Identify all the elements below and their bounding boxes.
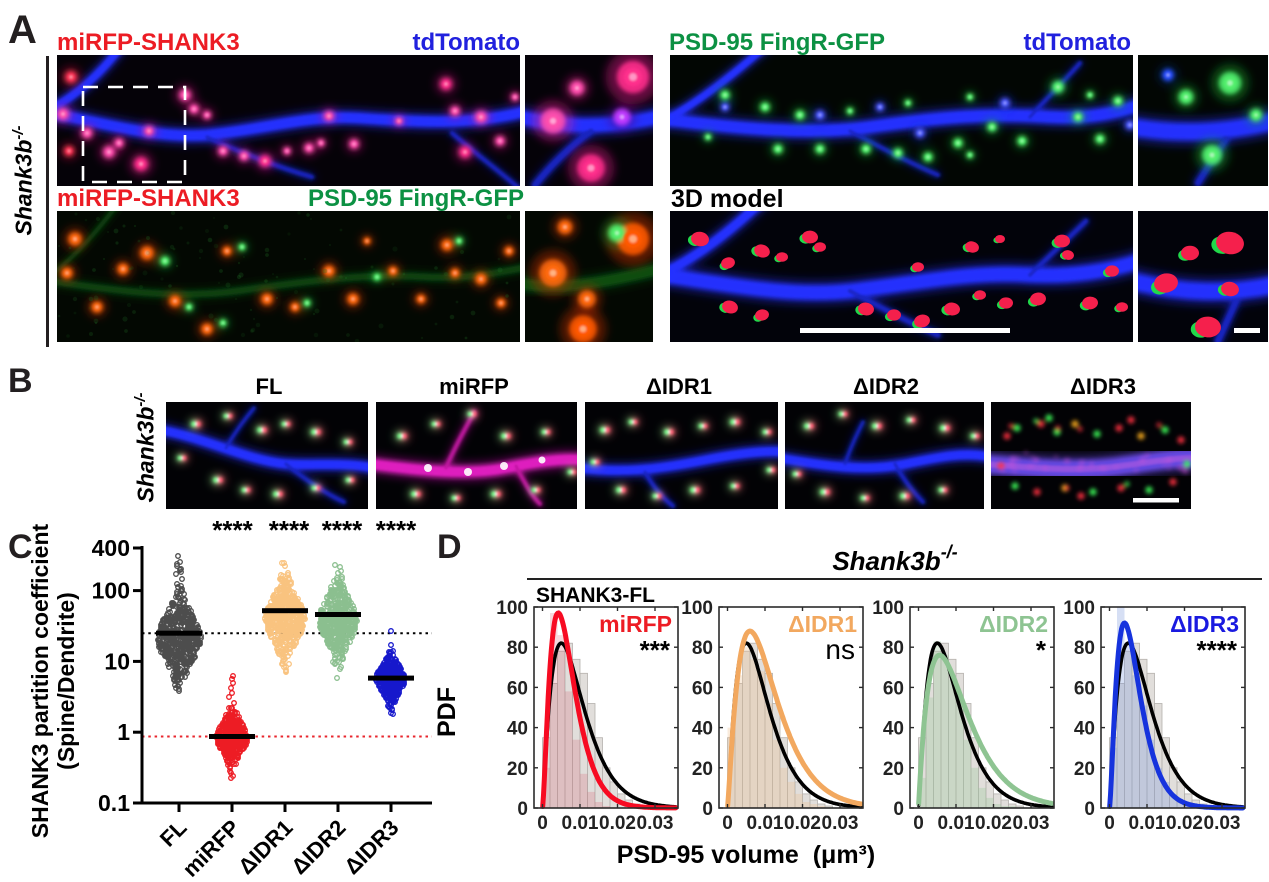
svg-text:10: 10 xyxy=(104,648,130,674)
svg-text:***: *** xyxy=(640,635,671,665)
svg-text:0: 0 xyxy=(702,799,713,820)
svg-text:0.01: 0.01 xyxy=(938,813,975,834)
svg-text:0.03: 0.03 xyxy=(822,813,859,834)
svg-text:0: 0 xyxy=(1084,799,1095,820)
svg-text:60: 60 xyxy=(692,678,713,699)
svg-text:80: 80 xyxy=(883,638,904,659)
svg-text:*: * xyxy=(1036,635,1047,665)
svg-text:ΔIDR3: ΔIDR3 xyxy=(339,815,403,879)
svg-text:20: 20 xyxy=(692,759,713,780)
svg-text:****: **** xyxy=(1197,635,1238,665)
svg-text:0: 0 xyxy=(517,799,528,820)
svg-text:(Spine/Dendrite): (Spine/Dendrite) xyxy=(53,592,79,770)
svg-text:ns: ns xyxy=(825,634,855,665)
svg-text:40: 40 xyxy=(883,719,904,740)
svg-text:100: 100 xyxy=(872,598,904,619)
svg-text:0.01: 0.01 xyxy=(747,813,784,834)
svg-text:0.03: 0.03 xyxy=(1204,813,1241,834)
svg-text:40: 40 xyxy=(507,719,528,740)
svg-text:miRFP: miRFP xyxy=(178,815,245,882)
svg-text:****: **** xyxy=(322,515,363,545)
svg-text:100: 100 xyxy=(681,598,713,619)
svg-text:0.02: 0.02 xyxy=(784,813,821,834)
svg-text:0.01: 0.01 xyxy=(562,813,599,834)
svg-text:miRFP: miRFP xyxy=(599,611,672,637)
svg-text:0: 0 xyxy=(1104,813,1115,834)
svg-text:ΔIDR1: ΔIDR1 xyxy=(788,611,857,637)
svg-text:60: 60 xyxy=(1074,678,1095,699)
svg-text:100: 100 xyxy=(1063,598,1095,619)
svg-text:SHANK3 partition coefficient: SHANK3 partition coefficient xyxy=(27,523,53,838)
svg-text:ΔIDR2: ΔIDR2 xyxy=(979,611,1048,637)
svg-text:60: 60 xyxy=(507,678,528,699)
svg-text:20: 20 xyxy=(1074,759,1095,780)
svg-text:80: 80 xyxy=(507,638,528,659)
svg-text:400: 400 xyxy=(92,535,130,561)
svg-text:100: 100 xyxy=(496,598,528,619)
svg-text:PSD-95 volume (μm³): PSD-95 volume (μm³) xyxy=(617,841,875,869)
svg-text:SHANK3-FL: SHANK3-FL xyxy=(536,584,655,607)
svg-text:0: 0 xyxy=(537,813,548,834)
svg-text:PDF: PDF xyxy=(433,687,461,737)
svg-text:0.02: 0.02 xyxy=(599,813,636,834)
svg-text:20: 20 xyxy=(883,759,904,780)
svg-text:0.02: 0.02 xyxy=(1166,813,1203,834)
svg-text:****: **** xyxy=(212,515,253,545)
svg-text:****: **** xyxy=(376,515,417,545)
svg-text:40: 40 xyxy=(692,719,713,740)
svg-text:FL: FL xyxy=(155,815,192,852)
svg-text:0.03: 0.03 xyxy=(637,813,674,834)
svg-text:****: **** xyxy=(269,515,310,545)
svg-text:0.01: 0.01 xyxy=(1129,813,1166,834)
svg-text:20: 20 xyxy=(507,759,528,780)
svg-text:ΔIDR3: ΔIDR3 xyxy=(1170,611,1239,637)
svg-text:0.03: 0.03 xyxy=(1013,813,1050,834)
svg-text:80: 80 xyxy=(692,638,713,659)
svg-text:ΔIDR1: ΔIDR1 xyxy=(233,815,297,879)
svg-text:ΔIDR2: ΔIDR2 xyxy=(286,815,350,879)
svg-text:0.02: 0.02 xyxy=(975,813,1012,834)
svg-text:0: 0 xyxy=(893,799,904,820)
svg-text:60: 60 xyxy=(883,678,904,699)
svg-text:0: 0 xyxy=(722,813,733,834)
svg-text:40: 40 xyxy=(1074,719,1095,740)
svg-text:1: 1 xyxy=(117,719,130,745)
svg-text:0: 0 xyxy=(913,813,924,834)
svg-text:Shank3b-/-: Shank3b-/- xyxy=(832,542,957,576)
svg-text:80: 80 xyxy=(1074,638,1095,659)
svg-text:100: 100 xyxy=(92,578,130,604)
svg-text:0.1: 0.1 xyxy=(98,790,130,816)
